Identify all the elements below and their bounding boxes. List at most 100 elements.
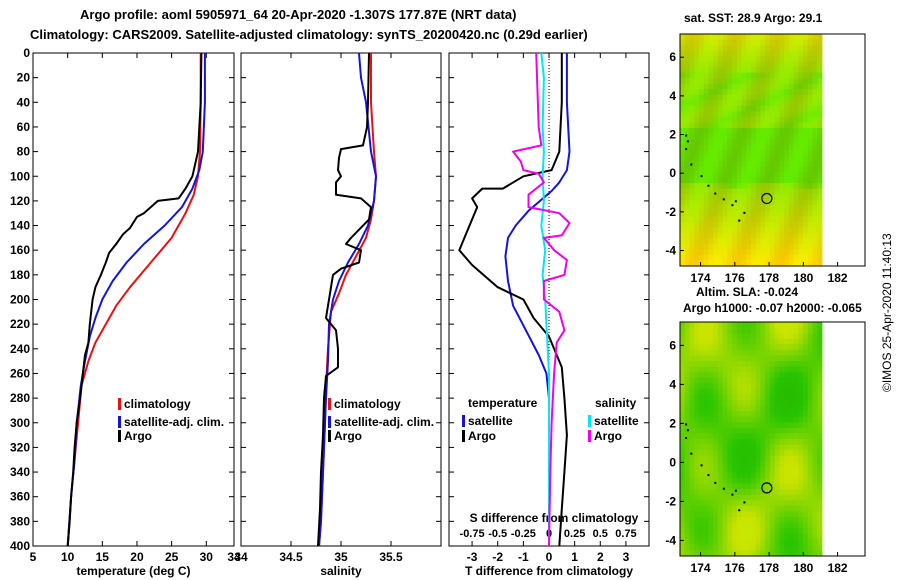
x-tick-label: 0 <box>546 550 553 564</box>
y-tick-label: 40 <box>17 95 31 109</box>
top-tick-label: -0.5 <box>488 528 507 540</box>
sla-map-image <box>680 322 823 557</box>
x-axis-label: T difference from climatology <box>465 564 633 578</box>
map-y-tick-label: 2 <box>669 128 676 142</box>
argo-float-marker <box>761 192 773 205</box>
coastline-dot <box>686 429 689 432</box>
coastline-dot <box>722 198 725 201</box>
x-tick-label: -2 <box>492 550 503 564</box>
map-x-tick-label: 182 <box>828 561 848 575</box>
legend-label: climatology <box>124 397 191 411</box>
coastline-dot <box>707 184 710 187</box>
coastline-dot <box>743 211 746 214</box>
map-x-tick-label: 174 <box>691 271 711 285</box>
series-line-climatology <box>66 53 202 547</box>
legend-label: Argo <box>334 429 362 443</box>
x-tick-label: 10 <box>61 550 75 564</box>
coastline-dot <box>690 163 693 166</box>
map-y-tick-label: 2 <box>669 416 676 430</box>
sst-map-image <box>680 34 823 267</box>
map-x-tick-label: 180 <box>793 271 813 285</box>
credit-text: ©IMOS 25-Apr-2020 11:40:13 <box>880 233 894 392</box>
y-tick-label: 60 <box>17 120 31 134</box>
y-tick-label: 200 <box>10 293 30 307</box>
y-tick-label: 180 <box>10 268 30 282</box>
legend-heading-salinity: salinity <box>595 396 637 410</box>
map-y-tick-label: 4 <box>669 89 676 103</box>
coastline-dot <box>700 175 703 178</box>
sla-map-frame <box>679 321 866 557</box>
coastline-dot <box>738 509 741 512</box>
x-tick-label: -1 <box>518 550 529 564</box>
series-line-salinity-argo <box>512 52 571 547</box>
coastline-dot <box>714 481 717 484</box>
x-tick-label: 35.5 <box>379 550 403 564</box>
x-tick-label: 15 <box>96 550 110 564</box>
x-tick-label: -3 <box>467 550 478 564</box>
figure-title-line2: Climatology: CARS2009. Satellite-adjuste… <box>30 27 588 42</box>
x-tick-label: 35 <box>334 550 348 564</box>
series-line-argo <box>66 52 203 547</box>
y-tick-label: 320 <box>10 440 30 454</box>
y-tick-label: 220 <box>10 317 30 331</box>
sst-map-frame <box>679 33 866 267</box>
coastline-dot <box>685 423 688 426</box>
x-tick-label: 1 <box>571 550 578 564</box>
legend-swatch <box>118 416 121 428</box>
legend-heading-temperature: temperature <box>468 396 538 410</box>
map-y-tick-label: 4 <box>669 377 676 391</box>
map-y-tick-label: -2 <box>665 205 676 219</box>
map-y-tick-label: -4 <box>665 244 676 258</box>
y-tick-label: 160 <box>10 243 30 257</box>
coastline-dot <box>731 204 734 207</box>
map-y-tick-label: 6 <box>669 338 676 352</box>
coastline-dot <box>714 192 717 195</box>
x-tick-label: 34 <box>234 550 248 564</box>
coastline-dot <box>707 474 710 477</box>
map-y-tick-label: -2 <box>665 494 676 508</box>
map-x-tick-label: 174 <box>691 561 711 575</box>
y-tick-label: 120 <box>10 194 30 208</box>
y-tick-label: 0 <box>23 46 30 60</box>
legend-swatch <box>462 415 465 427</box>
x-axis-label: temperature (deg C) <box>76 564 190 578</box>
coastline-dot <box>731 493 734 496</box>
legend-label: Argo <box>468 429 496 443</box>
coastline-dot <box>685 134 688 137</box>
legend-label: satellite <box>468 414 513 428</box>
y-tick-label: 140 <box>10 219 30 233</box>
legend-label: Argo <box>594 429 622 443</box>
y-tick-label: 80 <box>17 145 31 159</box>
panel-frame-1 <box>240 52 442 547</box>
legend-label: satellite <box>594 414 639 428</box>
legend-label: satellite-adj. clim. <box>334 415 434 429</box>
x-tick-label: 3 <box>623 550 630 564</box>
x-tick-label: 25 <box>165 550 179 564</box>
legend-swatch <box>328 430 331 442</box>
map-y-tick-label: 0 <box>669 166 676 180</box>
map-x-tick-label: 178 <box>759 271 779 285</box>
coastline-dot <box>734 200 737 203</box>
legend-swatch <box>328 398 331 410</box>
top-tick-label: 0.5 <box>593 528 608 540</box>
legend-swatch <box>118 398 121 410</box>
coastline-dot <box>743 501 746 504</box>
top-tick-label: -0.75 <box>460 528 485 540</box>
y-tick-label: 260 <box>10 366 30 380</box>
map-y-tick-label: 0 <box>669 455 676 469</box>
coastline-dot <box>722 487 725 490</box>
y-tick-label: 360 <box>10 490 30 504</box>
x-tick-label: 30 <box>200 550 214 564</box>
coastline-dot <box>738 219 741 222</box>
coastline-dot <box>700 464 703 467</box>
y-tick-label: 20 <box>17 71 31 85</box>
y-tick-label: 300 <box>10 416 30 430</box>
y-tick-label: 380 <box>10 514 30 528</box>
top-tick-label: -0.25 <box>511 528 536 540</box>
coastline-dot <box>734 489 737 492</box>
x-tick-label: 20 <box>130 550 144 564</box>
x-axis-label: salinity <box>320 564 362 578</box>
figure-title-line1: Argo profile: aoml 5905971_64 20-Apr-202… <box>80 7 517 22</box>
legend-label: climatology <box>334 397 401 411</box>
top-tick-label: 0.25 <box>564 528 585 540</box>
